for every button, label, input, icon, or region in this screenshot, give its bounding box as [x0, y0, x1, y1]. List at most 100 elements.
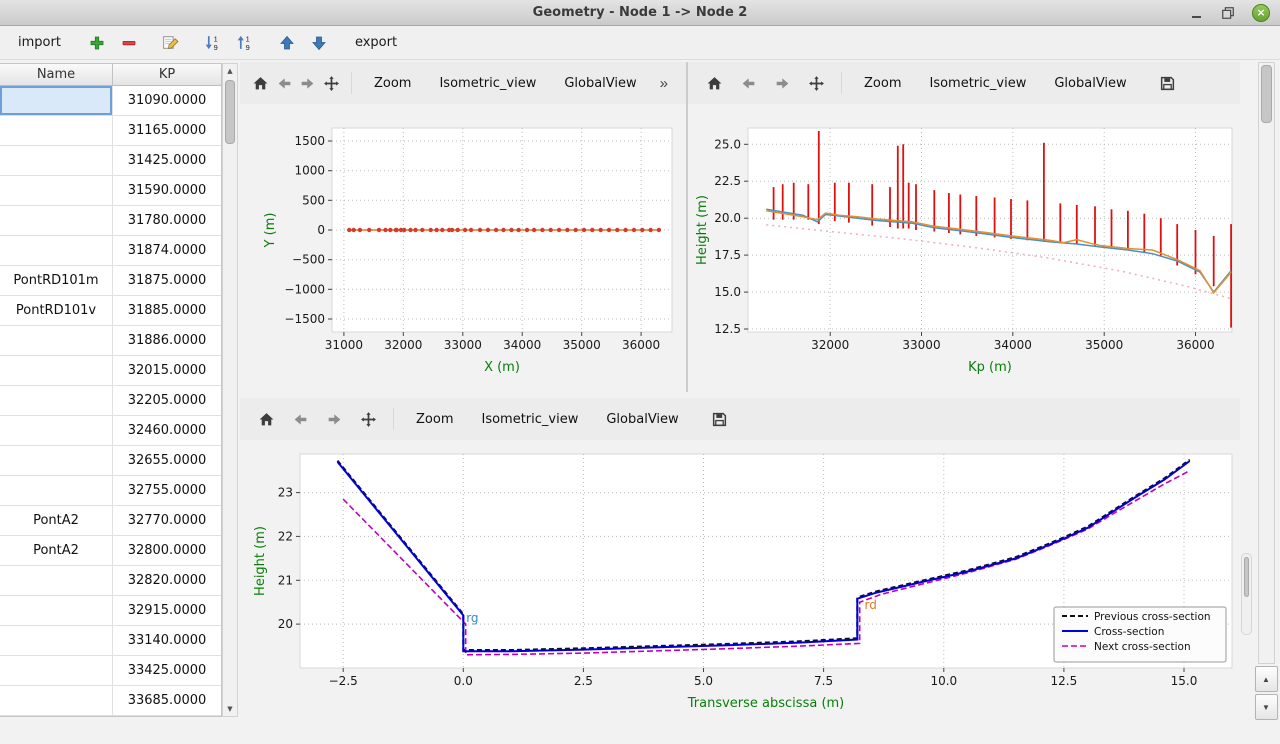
- cell-name[interactable]: [0, 356, 113, 385]
- table-row[interactable]: 31780.0000: [0, 206, 221, 236]
- pan-button[interactable]: [321, 68, 343, 98]
- zoom-button[interactable]: Zoom: [403, 406, 466, 433]
- cell-name[interactable]: [0, 86, 113, 115]
- back-button[interactable]: [274, 68, 296, 98]
- cell-kp[interactable]: 31590.0000: [127, 183, 207, 198]
- cell-name[interactable]: [0, 236, 113, 265]
- move-up-button[interactable]: [273, 30, 301, 56]
- cell-kp[interactable]: 33425.0000: [127, 663, 207, 678]
- titlebar[interactable]: Geometry - Node 1 -> Node 2 ×: [0, 0, 1280, 26]
- cell-kp[interactable]: 31875.0000: [127, 273, 207, 288]
- table-row[interactable]: 32460.0000: [0, 416, 221, 446]
- table-row[interactable]: 31874.0000: [0, 236, 221, 266]
- back-button[interactable]: [732, 68, 764, 98]
- back-button[interactable]: [284, 404, 316, 434]
- isometric-view-button[interactable]: Isometric_view: [468, 406, 591, 433]
- global-view-button[interactable]: GlobalView: [593, 406, 691, 433]
- table-scrollbar[interactable]: ▲ ▼: [222, 63, 238, 717]
- table-row[interactable]: 32820.0000: [0, 566, 221, 596]
- window-scrollbar-thumb[interactable]: [1260, 65, 1272, 123]
- isometric-view-button[interactable]: Isometric_view: [426, 70, 549, 97]
- zoom-button[interactable]: Zoom: [851, 70, 914, 97]
- cell-kp[interactable]: 32820.0000: [127, 573, 207, 588]
- add-row-button[interactable]: [83, 30, 111, 56]
- table-scrollbar-thumb[interactable]: [225, 80, 235, 144]
- restore-button[interactable]: [1220, 5, 1236, 21]
- close-button[interactable]: ×: [1252, 3, 1270, 22]
- cell-name[interactable]: [0, 146, 113, 175]
- table-row[interactable]: PontA2 32800.0000: [0, 536, 221, 566]
- remove-row-button[interactable]: [115, 30, 143, 56]
- cell-name[interactable]: [0, 626, 113, 655]
- scroll-up-icon[interactable]: ▲: [227, 67, 233, 75]
- table-row[interactable]: 32655.0000: [0, 446, 221, 476]
- cell-kp[interactable]: 31874.0000: [127, 243, 207, 258]
- home-button[interactable]: [250, 68, 272, 98]
- table-row[interactable]: PontA2 32770.0000: [0, 506, 221, 536]
- table-row[interactable]: PontRD101v 31885.0000: [0, 296, 221, 326]
- cell-kp[interactable]: 32015.0000: [127, 363, 207, 378]
- cell-kp[interactable]: 32655.0000: [127, 453, 207, 468]
- table-row[interactable]: PontRD101m 31875.0000: [0, 266, 221, 296]
- cell-name[interactable]: PontRD101m: [0, 266, 113, 295]
- cell-name[interactable]: [0, 476, 113, 505]
- toolbar-overflow-button[interactable]: »: [652, 73, 676, 94]
- cell-name[interactable]: [0, 686, 113, 715]
- table-row[interactable]: 33425.0000: [0, 656, 221, 686]
- table-row[interactable]: 31165.0000: [0, 116, 221, 146]
- zoom-button[interactable]: Zoom: [361, 70, 424, 97]
- move-down-button[interactable]: [305, 30, 333, 56]
- home-button[interactable]: [698, 68, 730, 98]
- cell-kp[interactable]: 31165.0000: [127, 123, 207, 138]
- pan-button[interactable]: [352, 404, 384, 434]
- cell-kp[interactable]: 31090.0000: [127, 93, 207, 108]
- cell-name[interactable]: [0, 416, 113, 445]
- cell-name[interactable]: [0, 176, 113, 205]
- table-scrollbar-track[interactable]: [223, 78, 237, 702]
- edit-button[interactable]: [157, 30, 185, 56]
- cell-name[interactable]: [0, 116, 113, 145]
- scroll-down-button[interactable]: ▼: [1254, 694, 1278, 720]
- cell-kp[interactable]: 32770.0000: [127, 513, 207, 528]
- forward-button[interactable]: [766, 68, 798, 98]
- cell-kp[interactable]: 31780.0000: [127, 213, 207, 228]
- save-figure-button[interactable]: [704, 404, 736, 434]
- isometric-view-button[interactable]: Isometric_view: [916, 70, 1039, 97]
- pan-button[interactable]: [800, 68, 832, 98]
- cell-name[interactable]: PontA2: [0, 506, 113, 535]
- cell-kp[interactable]: 31425.0000: [127, 153, 207, 168]
- table-row[interactable]: 33685.0000: [0, 686, 221, 716]
- cross-section-scrollbar[interactable]: [1241, 553, 1252, 635]
- sort-ascending-button[interactable]: 1 9: [231, 30, 259, 56]
- cell-kp[interactable]: 32915.0000: [127, 603, 207, 618]
- cell-kp[interactable]: 32205.0000: [127, 393, 207, 408]
- plots-vertical-splitter[interactable]: [686, 62, 688, 392]
- save-figure-button[interactable]: [1152, 68, 1184, 98]
- sort-descending-button[interactable]: 1 9: [199, 30, 227, 56]
- cell-name[interactable]: [0, 596, 113, 625]
- forward-button[interactable]: [297, 68, 319, 98]
- xy-plot-canvas[interactable]: 31000 32000 33000 34000 35000 36000 −1500 −1000…: [240, 104, 686, 392]
- cell-kp[interactable]: 33685.0000: [127, 693, 207, 708]
- home-button[interactable]: [250, 404, 282, 434]
- cell-name[interactable]: [0, 656, 113, 685]
- cell-name[interactable]: PontRD101v: [0, 296, 113, 325]
- cross-section-scrollbar-thumb[interactable]: [1244, 557, 1249, 597]
- table-row[interactable]: 33140.0000: [0, 626, 221, 656]
- cell-name[interactable]: PontA2: [0, 536, 113, 565]
- cell-kp[interactable]: 33140.0000: [127, 633, 207, 648]
- column-header-name[interactable]: Name: [0, 64, 113, 85]
- export-button[interactable]: export: [347, 31, 405, 54]
- table-row[interactable]: 31425.0000: [0, 146, 221, 176]
- cell-name[interactable]: [0, 386, 113, 415]
- import-button[interactable]: import: [10, 31, 69, 54]
- window-scrollbar-track[interactable]: [1259, 63, 1274, 663]
- table-row[interactable]: 31886.0000: [0, 326, 221, 356]
- cell-name[interactable]: [0, 206, 113, 235]
- window-scrollbar[interactable]: [1257, 62, 1275, 664]
- forward-button[interactable]: [318, 404, 350, 434]
- cell-name[interactable]: [0, 326, 113, 355]
- table-row[interactable]: 31590.0000: [0, 176, 221, 206]
- global-view-button[interactable]: GlobalView: [551, 70, 649, 97]
- cell-kp[interactable]: 32460.0000: [127, 423, 207, 438]
